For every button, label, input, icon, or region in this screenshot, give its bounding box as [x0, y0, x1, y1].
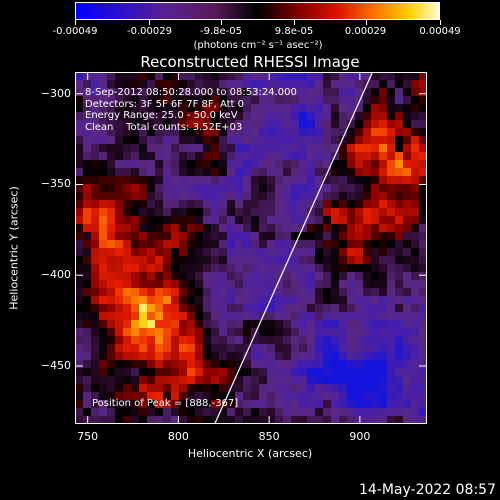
info-detectors: Detectors: 3F 5F 6F 7F 8F, Att 0	[85, 98, 245, 110]
colorbar-tick-mark	[365, 20, 367, 25]
y-tick-label: −450	[40, 358, 71, 372]
x-tick-label: 900	[349, 430, 371, 443]
colorbar-tick-mark	[149, 20, 151, 25]
date-stamp: 14-May-2022 08:57	[358, 482, 496, 498]
x-axis-label: Heliocentric X (arcsec)	[187, 447, 313, 460]
plot-title: Reconstructed RHESSI Image	[140, 53, 360, 71]
colorbar-unit-label: (photons cm⁻² s⁻¹ asec⁻²)	[193, 40, 323, 51]
info-counts: Clean Total counts: 3.52E+03	[85, 121, 243, 133]
x-tick-label: 850	[258, 430, 280, 443]
y-tick-label: −400	[40, 268, 71, 282]
colorbar-tick-label: -0.00029	[127, 26, 172, 37]
solar-limb-line	[214, 72, 374, 424]
peak-position: Position of Peak = [888,-367]	[92, 398, 239, 409]
colorbar-ticks	[75, 20, 441, 28]
info-time-range: 8-Sep-2012 08:50:28.000 to 08:53:24.000	[85, 87, 297, 98]
colorbar-tick-label: 0.00049	[419, 26, 461, 37]
colorbar-tick-mark	[440, 20, 441, 25]
observation-info: 8-Sep-2012 08:50:28.000 to 08:53:24.000 …	[85, 87, 297, 133]
colorbar	[75, 2, 440, 20]
y-tick-label: −300	[40, 86, 71, 100]
colorbar-tick-label: 0.00029	[344, 26, 387, 37]
colorbar-tick-mark	[294, 20, 295, 25]
info-energy-range: Energy Range: 25.0 - 50.0 keV	[85, 110, 238, 121]
y-axis-label: Heliocentric Y (arcsec)	[7, 186, 21, 310]
colorbar-tick-label: 9.8e-05	[274, 26, 314, 37]
colorbar-tick-mark	[75, 20, 76, 25]
x-tick-label: 750	[77, 430, 99, 443]
colorbar-tick-mark	[221, 20, 222, 25]
colorbar-tick-label: -0.00049	[52, 26, 98, 37]
colorbar-tick-label: -9.8e-05	[200, 26, 242, 37]
y-tick-label: −350	[40, 177, 71, 191]
x-tick-label: 800	[167, 430, 189, 443]
rhessi-image	[75, 72, 427, 424]
